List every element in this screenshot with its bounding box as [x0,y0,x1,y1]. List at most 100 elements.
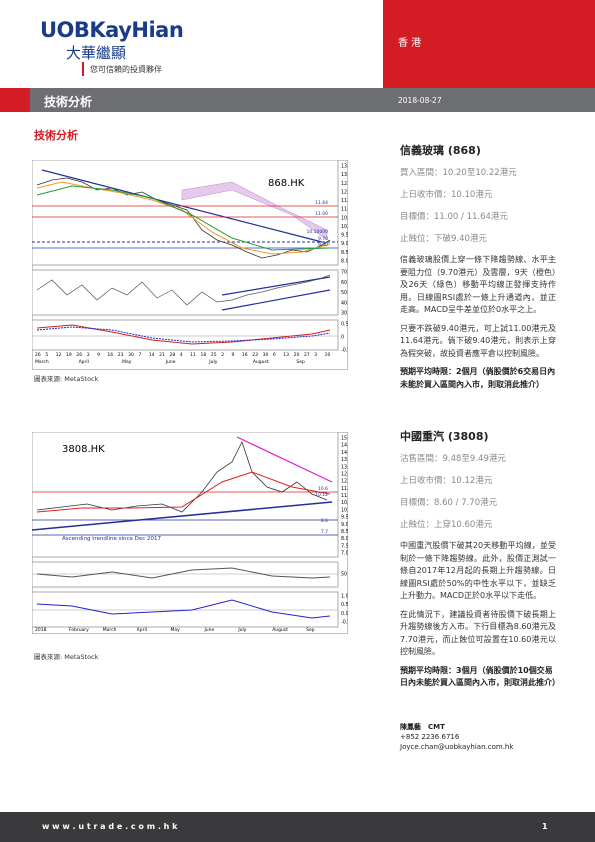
month-label: 2018 [35,627,47,633]
stock-target: 目標價：8.60 / 7.70港元 [400,498,498,508]
page-heading: 技術分析 [34,129,78,142]
month-label: Sep [306,627,315,633]
date-label: 30 [128,352,134,358]
date-label: 9 [232,352,235,358]
date: 2018-08-27 [398,96,442,105]
date-label: 16 [242,352,248,358]
rsi-tick-label: 50 [341,572,347,578]
y-tick-label: 13.0 [341,464,348,470]
chart-image: 868.HK 13.5 13.0 12.5 12.0 11.5 11.0 10.5 10.0 9.… [32,160,348,370]
month-label: June [203,627,214,633]
month-label: March [103,627,117,633]
chart-source: 圖表來源: MetaStock [34,653,99,661]
date-label: 7 [138,352,141,358]
date-label: 27 [304,352,310,358]
rsi-tick-label: 30 [341,311,347,317]
date-label: 18 [201,352,207,358]
chart-label: 868.HK [268,178,305,189]
y-tick-label: 7.5 [341,543,348,549]
y-tick-label: 8.0 [341,536,348,542]
date-label: 4 [180,352,183,358]
stock-title: 中國重汽 (3808) [400,430,489,443]
date-label: 21 [159,352,165,358]
level-tag: 8.6 [321,518,328,524]
paragraph: 信義玻璃股價上穿一條下降趨勢線、水平主要阻力位（9.70港元）及雲層，9天（橙色… [400,255,556,314]
section-title: 技術分析 [44,95,93,109]
level-tag: 9.70 [318,236,328,242]
date-label: 3 [314,352,317,358]
macd-tick-label: 0.5 [341,602,348,608]
stock-close: 上日收市價：10.10港元 [400,190,493,200]
macd-tick-label: 0.0 [341,611,348,617]
y-tick-label: 9.5 [341,515,348,521]
y-tick-label: 11.5 [341,198,348,204]
date-label: 5 [45,352,48,358]
date-label: 6 [273,352,276,358]
rsi-tick-label: 40 [341,300,347,306]
region: 香 港 [398,38,422,49]
date-label: 26 [35,352,41,358]
y-tick-label: 15.0 [341,436,348,442]
level-tag: 10.10000 [307,229,329,235]
y-tick-label: 13.0 [341,172,348,178]
y-tick-label: 13.5 [341,457,348,463]
y-tick-label: 11.5 [341,486,348,492]
macd-tick-label: -0.5 [341,620,348,626]
y-tick-label: 8.5 [341,250,348,256]
tagline: 您可信賴的投資夥伴 [90,65,162,74]
date-label: 9 [97,352,100,358]
y-tick-label: 11.0 [341,207,348,213]
month-label: February [69,627,89,633]
logo: UOBKayHian [40,18,184,42]
y-tick-label: 12.5 [341,181,348,187]
month-label: May [122,359,132,365]
stock-stop: 止蝕位：下破9.40港元 [400,234,487,244]
month-label: August [253,359,269,365]
chart-image: 3808.HK Ascending trendline since Dec 201… [32,432,348,634]
date-label: 14 [149,352,155,358]
page-number: 1 [542,822,548,831]
rsi-tick-label: 60 [341,280,347,286]
section-accent [0,88,30,112]
stock-entry: 沽售區間：9.48至9.49港元 [400,454,506,464]
footer [0,812,595,842]
stock-entry: 買入區間：10.20至10.22港元 [400,168,517,178]
rsi-tick-label: 70 [341,270,347,276]
y-tick-label: 9.0 [341,241,348,247]
date-label: 16 [107,352,113,358]
divider [82,62,84,76]
level-tag: 11.00 [315,211,328,217]
month-label: August [272,627,288,633]
y-tick-label: 10.5 [341,500,348,506]
y-tick-label: 9.0 [341,522,348,528]
rsi-tick-label: 50 [341,290,347,296]
date-label: 11 [190,352,196,358]
date-label: 25 [211,352,217,358]
date-label: 30 [263,352,269,358]
y-tick-label: 10.0 [341,507,348,513]
contact-phone: +852 2236 6716 [400,733,460,741]
stock-title: 信義玻璃 (868) [400,144,481,157]
paragraph: 在此情況下，建議投資者待股價下破長期上升趨勢線後方入市。下行目標為8.60港元及… [400,609,556,657]
y-tick-label: 14.5 [341,443,348,449]
stock-target: 目標價：11.00 / 11.64港元 [400,212,508,222]
chart-label: 3808.HK [62,444,105,455]
horizon: 預期平均時限：2個月（倘股價於6交易日內未能於買入區間內入市，則取消此推介） [400,367,556,389]
month-label: July [208,359,217,365]
y-tick-label: 8.5 [341,529,348,535]
logo-chinese: 大華繼顯 [66,44,127,62]
y-tick-label: 12.0 [341,479,348,485]
month-label: April [79,359,89,365]
footer-url: w w w . u t r a d e . c o m . h k [42,822,178,831]
macd-tick-label: 0.5 [341,322,348,328]
horizon: 預期平均時限：3個月（倘股價於10個交易日內未能於買入區間內入市，則取消此推介） [400,665,560,688]
month-label: Sep [296,359,305,365]
macd-tick-label: -0.5 [341,348,348,354]
paragraph: 只要不跌破9.40港元，可上試11.00港元及11.64港元。倘下破9.40港元… [400,323,556,358]
date-label: 28 [169,352,175,358]
date-label: 23 [252,352,258,358]
y-tick-label: 8.0 [341,259,348,265]
contact: 陳鳳藝 CMT +852 2236 6716 Joyce.chan@uobkay… [400,722,513,752]
y-tick-label: 10.5 [341,215,348,221]
